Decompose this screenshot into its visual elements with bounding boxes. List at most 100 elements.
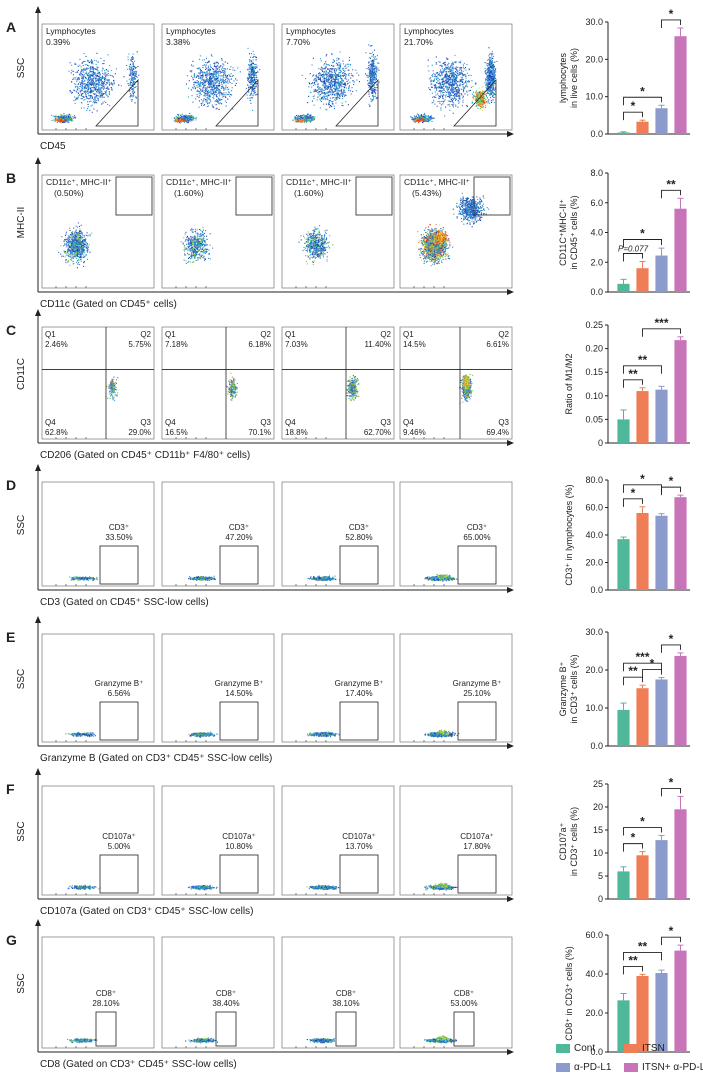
event-dot	[303, 121, 305, 123]
event-dot	[86, 69, 88, 71]
event-dot	[105, 101, 107, 103]
event-dot	[338, 67, 340, 69]
event-dot	[207, 101, 209, 103]
event-dot	[447, 66, 449, 68]
event-dot	[129, 64, 131, 66]
event-dot	[340, 90, 342, 92]
event-dot	[179, 117, 181, 119]
event-dot	[60, 120, 62, 122]
event-dot	[461, 94, 463, 96]
gate-name: Lymphocytes	[286, 26, 336, 36]
event-dot	[490, 100, 492, 102]
event-dot	[229, 95, 231, 97]
event-dot	[328, 74, 330, 76]
event-dot	[68, 116, 70, 118]
event-dot	[186, 121, 188, 123]
event-dot	[131, 88, 133, 90]
event-dot	[250, 59, 252, 61]
event-dot	[434, 86, 436, 88]
event-dot	[95, 81, 97, 83]
event-dot	[445, 75, 447, 77]
event-dot	[133, 88, 135, 90]
event-dot	[225, 76, 227, 78]
event-dot	[215, 89, 217, 91]
event-dot	[257, 71, 259, 73]
event-dot	[254, 78, 256, 80]
event-dot	[316, 92, 318, 94]
event-dot	[90, 80, 92, 82]
event-dot	[214, 70, 216, 72]
event-dot	[340, 85, 342, 87]
event-dot	[440, 69, 442, 71]
event-dot	[342, 72, 344, 74]
event-dot	[329, 70, 331, 72]
event-dot	[92, 68, 94, 70]
event-dot	[466, 86, 468, 88]
event-dot	[220, 102, 222, 104]
event-dot	[256, 65, 258, 67]
event-dot	[315, 90, 317, 92]
event-dot	[217, 77, 219, 79]
event-dot	[345, 94, 347, 96]
event-dot	[228, 92, 230, 94]
event-dot	[136, 71, 138, 73]
event-dot	[325, 103, 327, 105]
event-dot	[343, 70, 345, 72]
event-dot	[329, 86, 331, 88]
event-dot	[219, 103, 221, 105]
y-axis-arrow	[35, 6, 41, 13]
event-dot	[200, 82, 202, 84]
event-dot	[212, 92, 214, 94]
event-dot	[453, 97, 455, 99]
event-dot	[325, 66, 327, 68]
event-dot	[98, 84, 100, 86]
event-dot	[341, 82, 343, 84]
event-dot	[225, 92, 227, 94]
event-dot	[89, 109, 91, 111]
event-dot	[202, 71, 204, 73]
event-dot	[441, 74, 443, 76]
event-dot	[132, 82, 134, 84]
event-dot	[199, 85, 201, 87]
event-dot	[252, 59, 254, 61]
event-dot	[83, 87, 85, 89]
event-dot	[206, 97, 208, 99]
event-dot	[207, 79, 209, 81]
event-dot	[249, 77, 251, 79]
event-dot	[254, 85, 256, 87]
event-dot	[216, 107, 218, 109]
event-dot	[336, 88, 338, 90]
event-dot	[461, 72, 463, 74]
event-dot	[130, 59, 132, 61]
event-dot	[370, 77, 372, 79]
event-dot	[454, 54, 456, 56]
event-dot	[221, 103, 223, 105]
event-dot	[319, 74, 321, 76]
event-dot	[350, 77, 352, 79]
event-dot	[348, 59, 350, 61]
event-dot	[134, 91, 136, 93]
event-dot	[209, 84, 211, 86]
event-dot	[82, 78, 84, 80]
event-dot	[192, 87, 194, 89]
event-dot	[87, 79, 89, 81]
event-dot	[328, 79, 330, 81]
event-dot	[248, 87, 250, 89]
event-dot	[215, 67, 217, 69]
event-dot	[64, 121, 66, 123]
event-dot	[101, 81, 103, 83]
event-dot	[205, 75, 207, 77]
event-dot	[304, 115, 306, 117]
event-dot	[248, 86, 250, 88]
event-dot	[372, 59, 374, 61]
event-dot	[330, 78, 332, 80]
event-dot	[71, 64, 73, 66]
event-dot	[338, 69, 340, 71]
event-dot	[79, 90, 81, 92]
event-dot	[101, 96, 103, 98]
event-dot	[84, 86, 86, 88]
event-dot	[455, 83, 457, 85]
event-dot	[187, 96, 189, 98]
event-dot	[249, 65, 251, 67]
event-dot	[187, 120, 189, 122]
